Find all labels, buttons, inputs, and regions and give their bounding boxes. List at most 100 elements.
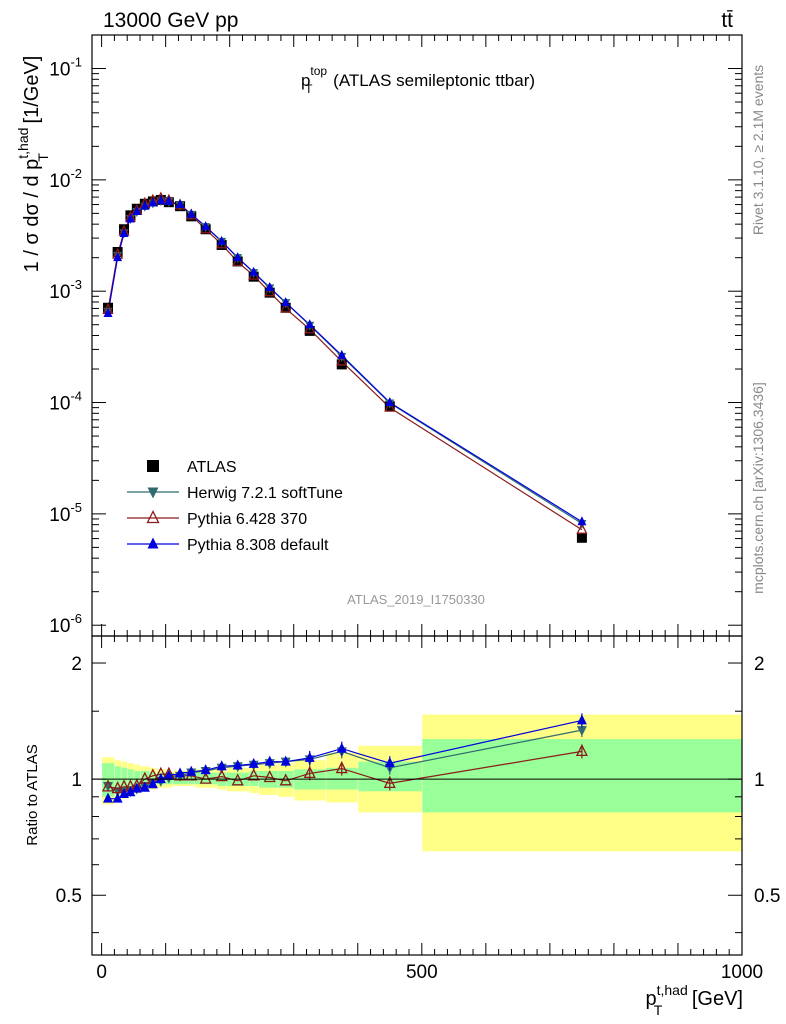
ratio-point-s2 — [139, 781, 150, 792]
ratio-point-s2 — [384, 757, 395, 768]
main-point-s3 — [103, 308, 113, 318]
main-point-s3 — [233, 252, 243, 262]
main-point-s3 — [119, 227, 129, 237]
ratio-band-inner — [249, 770, 259, 786]
main-point-s2 — [280, 301, 292, 313]
ratio-point-s2 — [175, 767, 186, 778]
main-point-s3 — [132, 205, 142, 215]
ratio-point-s2 — [103, 792, 114, 803]
main-ytick-label: 10-5 — [49, 500, 82, 526]
ratio-point-s2 — [216, 760, 227, 771]
ratio-band-inner — [127, 769, 134, 788]
main-point-s3 — [125, 213, 135, 223]
ratio-point-s1 — [101, 779, 115, 792]
main-point-s0 — [576, 532, 587, 543]
main-point-s2 — [304, 322, 316, 334]
ratio-point-s1 — [215, 769, 228, 782]
main-point-s3 — [186, 208, 196, 218]
ratio-ytick-label-left: 2 — [71, 654, 82, 675]
ratio-ytick-label-right: 0.5 — [754, 886, 780, 907]
main-point-s3 — [385, 397, 395, 407]
ratio-band-inner — [194, 772, 217, 785]
legend-marker-0 — [147, 460, 159, 472]
x-tick-label: 500 — [406, 962, 438, 983]
legend-label-1: Herwig 7.2.1 softTune — [187, 485, 343, 502]
ratio-ytick-label-left: 1 — [71, 770, 82, 791]
legend-label-3: Pythia 8.308 default — [187, 537, 329, 554]
legend: ATLAS Herwig 7.2.1 softTune Pythia 6.428 3… — [127, 459, 343, 554]
ratio-ytick-label-right: 1 — [754, 770, 765, 791]
main-point-s2 — [576, 522, 588, 534]
legend-marker-1 — [147, 487, 159, 499]
main-ytick-label: 10-6 — [49, 611, 82, 637]
ratio-point-s0 — [576, 726, 587, 737]
ratio-point-s2 — [163, 769, 174, 780]
title-p: p — [301, 71, 310, 90]
title-sub: T — [305, 82, 313, 96]
x-axis-label: pt,had T [GeV] — [645, 982, 743, 1018]
main-point-s3 — [175, 199, 185, 209]
ratio-point-s2 — [264, 755, 275, 766]
ratio-point-s2 — [186, 765, 197, 776]
ratio-ytick-label-left: 0.5 — [56, 886, 82, 907]
main-point-s0 — [304, 325, 315, 336]
ratio-point-s2 — [304, 751, 315, 762]
ratio-point-s1 — [279, 773, 292, 786]
main-point-s3 — [140, 200, 150, 210]
ratio-ylabel: Ratio to ATLAS — [24, 744, 41, 845]
ratio-ytick-label-right: 2 — [754, 654, 765, 675]
legend-label-2: Pythia 6.428 370 — [187, 511, 307, 528]
ratio-point-s2 — [125, 786, 136, 797]
ratio-point-s2 — [112, 792, 123, 803]
main-point-s3 — [201, 221, 211, 231]
ratio-point-s1 — [231, 773, 244, 786]
ratio-point-s1 — [383, 775, 396, 789]
ratio-point-s1 — [199, 771, 212, 784]
main-point-s3 — [113, 252, 123, 262]
main-point-s3 — [164, 195, 174, 205]
ratio-point-s2 — [131, 782, 142, 793]
process-label: tt̄ — [721, 9, 733, 32]
main-title: ptop T (ATLAS semileptonic ttbar) — [301, 64, 535, 96]
main-ytick-label: 10-4 — [49, 389, 82, 415]
main-ytick-label: 10-1 — [49, 55, 82, 81]
ratio-point-s2 — [200, 764, 211, 775]
x-tick-label: 0 — [96, 962, 107, 983]
energy-label: 13000 GeV pp — [103, 9, 238, 32]
ratio-point-s2 — [576, 714, 587, 725]
ratio-point-s1 — [335, 761, 348, 774]
main-point-s3 — [156, 195, 166, 205]
mcplots-label: mcplots.cern.ch [arXiv:1306.3436] — [750, 382, 766, 594]
x-tick-label: 1000 — [721, 962, 763, 983]
legend-marker-3 — [147, 537, 159, 549]
main-ytick-label: 10-3 — [49, 277, 82, 303]
main-point-s3 — [249, 266, 259, 276]
main-point-s2 — [336, 354, 348, 366]
main-point-s2 — [264, 285, 276, 297]
main-point-s3 — [281, 297, 291, 307]
main-point-s2 — [384, 400, 396, 412]
ratio-point-s2 — [155, 773, 166, 784]
ratio-point-s2 — [336, 742, 347, 753]
ratio-point-s2 — [232, 759, 243, 770]
title-sup: top — [310, 64, 327, 78]
ratio-point-s2 — [147, 778, 158, 789]
ratio-panel: 0.5 0.5 1 1 2 2 0 500 1000 Ratio to ATLAS pt,had… — [24, 635, 780, 1018]
analysis-id: ATLAS_2019_I1750330 — [347, 592, 485, 607]
ratio-point-s1 — [575, 743, 588, 757]
ratio-band-inner — [114, 766, 121, 794]
main-point-s0 — [103, 302, 114, 313]
main-panel: 10-6 10-5 10-4 10-3 10-2 10-1 ptop T (ATLAS se… — [15, 34, 743, 637]
rivet-version-label: Rivet 3.1.10, ≥ 2.1M events — [750, 65, 766, 235]
main-point-s3 — [577, 516, 587, 526]
main-point-s3 — [217, 235, 227, 245]
ratio-point-s1 — [263, 770, 276, 783]
main-point-s3 — [305, 319, 315, 329]
ratio-point-s1 — [303, 765, 316, 779]
main-point-s3 — [148, 197, 158, 207]
ratio-point-s2 — [248, 757, 259, 768]
ratio-series-line-1 — [107, 750, 582, 790]
main-ylabel: 1 / σ dσ / d pt,had T [1/GeV] — [15, 56, 51, 273]
main-ytick-label: 10-2 — [49, 166, 82, 192]
